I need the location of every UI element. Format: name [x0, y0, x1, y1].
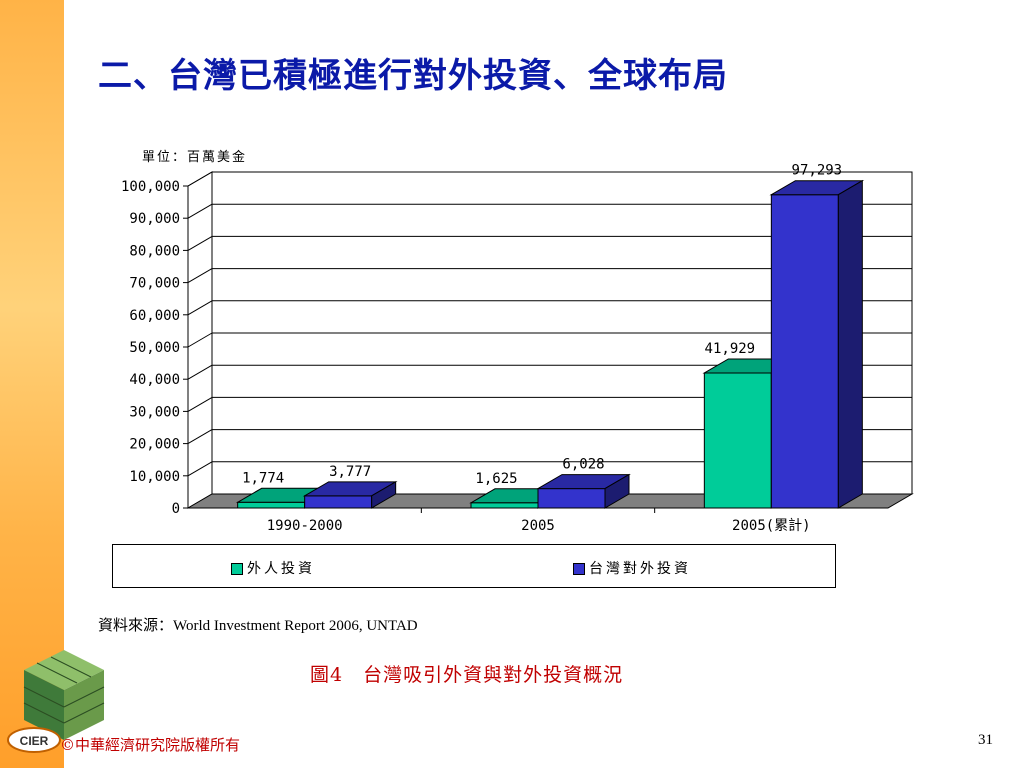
- bar-front: [304, 495, 373, 509]
- x-tick-label: 1990-2000: [267, 518, 343, 534]
- gridline-side: [187, 203, 213, 219]
- bar-side: [604, 473, 630, 509]
- gridline-side: [187, 300, 213, 316]
- logo-badge: [7, 727, 61, 753]
- unit-label: 單位：百萬美金: [142, 150, 248, 165]
- legend-item-taiwan: 台灣對外投資: [573, 558, 691, 578]
- page-number: 31: [978, 732, 993, 748]
- gridline-side: [187, 429, 213, 445]
- data-label: 1,774: [242, 470, 284, 486]
- chart-legend: 外人投資 台灣對外投資: [112, 544, 836, 588]
- x-tick-label: 2005(累計): [732, 518, 811, 534]
- bar-front: [703, 372, 772, 509]
- sidebar-decoration: [0, 0, 64, 768]
- gridline-side: [187, 332, 213, 348]
- y-tick-label: 40,000: [129, 372, 180, 388]
- y-tick-label: 100,000: [121, 179, 180, 195]
- logo-cube: [23, 650, 105, 740]
- y-tick-label: 90,000: [129, 211, 180, 227]
- data-label: 41,929: [705, 341, 756, 357]
- figure-caption: 圖4 台灣吸引外資與對外投資概況: [310, 664, 624, 686]
- gridline-side: [187, 171, 213, 187]
- legend-label-taiwan: 台灣對外投資: [589, 561, 691, 577]
- y-tick-label: 50,000: [129, 340, 180, 356]
- gridline-side: [187, 396, 213, 412]
- slide-title: 二、台灣已積極進行對外投資、全球布局: [98, 56, 728, 96]
- data-label: 3,777: [329, 464, 371, 480]
- legend-swatch-foreign: [231, 563, 243, 575]
- y-tick-label: 30,000: [129, 404, 180, 420]
- source-note: 資料來源：World Investment Report 2006, UNTAD: [98, 618, 418, 634]
- y-tick-label: 0: [172, 501, 180, 517]
- y-tick-label: 20,000: [129, 437, 180, 453]
- y-tick-label: 80,000: [129, 243, 180, 259]
- data-label: 97,293: [792, 163, 843, 179]
- bar-front: [237, 501, 306, 509]
- bar-front: [537, 488, 606, 509]
- gridline-side: [187, 268, 213, 284]
- x-tick-label: 2005: [521, 518, 555, 534]
- legend-item-foreign: 外人投資: [231, 558, 315, 578]
- gridline-side: [187, 461, 213, 477]
- cier-logo: CIER: [7, 650, 105, 753]
- bar-front: [470, 502, 539, 509]
- legend-swatch-taiwan: [573, 563, 585, 575]
- logo-text: CIER: [20, 734, 49, 748]
- legend-label-foreign: 外人投資: [247, 561, 315, 577]
- gridline-side: [187, 235, 213, 251]
- gridline-side: [187, 364, 213, 380]
- copyright-footer: ©中華經濟研究院版權所有: [60, 736, 241, 754]
- data-label: 1,625: [475, 471, 517, 487]
- bar-side: [837, 179, 863, 509]
- bar-front: [770, 194, 839, 509]
- y-tick-label: 10,000: [129, 469, 180, 485]
- bar-side: [371, 480, 397, 509]
- y-tick-label: 70,000: [129, 276, 180, 292]
- data-label: 6,028: [562, 457, 604, 473]
- y-tick-label: 60,000: [129, 308, 180, 324]
